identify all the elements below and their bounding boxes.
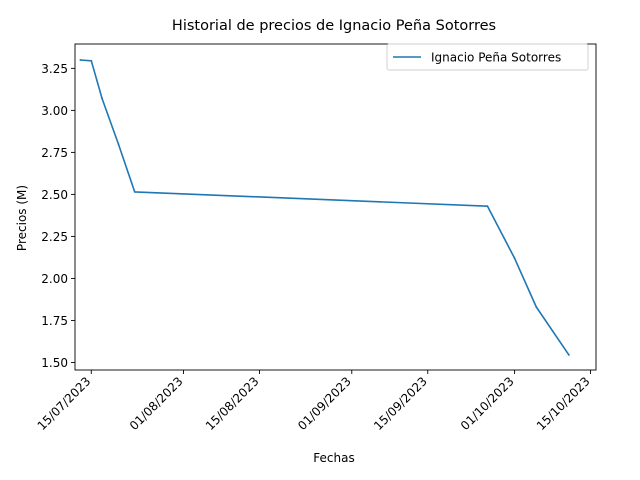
y-tick-label: 1.50	[41, 356, 68, 370]
data-point	[101, 97, 104, 100]
data-point	[133, 190, 136, 193]
y-axis-label: Precios (M)	[15, 185, 29, 251]
data-point	[567, 353, 570, 356]
plot-area	[74, 43, 597, 371]
series-layer	[79, 59, 570, 356]
legend-frame	[386, 43, 589, 71]
data-point	[535, 306, 538, 308]
x-axis-label: Fechas	[313, 451, 354, 465]
data-point	[79, 59, 82, 61]
chart-title: Historial de precios de Ignacio Peña Sot…	[172, 18, 496, 34]
y-tick-label: 1.75	[41, 314, 68, 328]
y-tick-label: 3.25	[41, 62, 68, 76]
data-point	[486, 205, 489, 208]
legend-label: Ignacio Peña Sotorres	[431, 51, 561, 65]
y-tick-label: 2.75	[41, 146, 68, 160]
y-axis: 1.50 1.75 2.00 2.25 2.50 2.75 3.00 3.25	[41, 62, 75, 370]
data-point	[90, 59, 93, 62]
legend: Ignacio Peña Sotorres	[386, 43, 589, 71]
data-point	[513, 257, 516, 260]
y-tick-label: 2.25	[41, 230, 68, 244]
y-tick-label: 2.00	[41, 272, 68, 286]
y-tick-label: 2.50	[41, 188, 68, 202]
y-tick-label: 3.00	[41, 104, 68, 118]
data-point	[117, 143, 120, 145]
